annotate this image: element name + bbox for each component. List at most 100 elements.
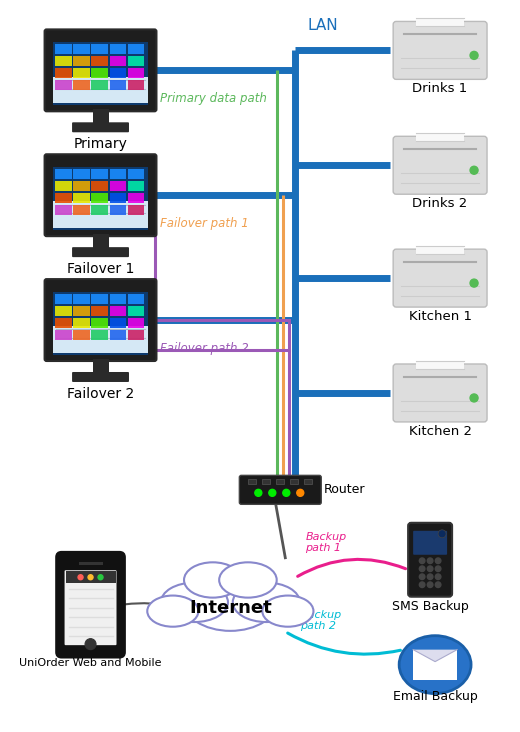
Circle shape: [427, 582, 433, 588]
Bar: [110, 68, 126, 78]
Bar: [304, 479, 313, 485]
Bar: [110, 305, 126, 315]
Circle shape: [269, 490, 276, 496]
Bar: [290, 479, 298, 485]
Bar: [73, 44, 90, 54]
Circle shape: [435, 574, 441, 580]
Bar: [73, 169, 90, 179]
Text: Primary: Primary: [74, 138, 127, 152]
Text: Backup
path 1: Backup path 1: [305, 531, 346, 553]
Bar: [128, 181, 145, 191]
Bar: [92, 44, 108, 54]
Text: Internet: Internet: [189, 599, 272, 616]
Bar: [73, 318, 90, 327]
Bar: [73, 181, 90, 191]
Bar: [110, 80, 126, 90]
Bar: [66, 571, 115, 583]
Bar: [128, 80, 145, 90]
Bar: [128, 169, 145, 179]
Text: Backup
path 2: Backup path 2: [300, 610, 342, 631]
Bar: [53, 167, 148, 230]
Bar: [92, 169, 108, 179]
Bar: [128, 318, 145, 327]
Bar: [276, 479, 284, 485]
Bar: [128, 305, 145, 315]
Circle shape: [438, 530, 446, 538]
FancyBboxPatch shape: [72, 247, 129, 257]
Ellipse shape: [183, 569, 278, 631]
Circle shape: [435, 582, 441, 588]
Circle shape: [427, 566, 433, 572]
FancyBboxPatch shape: [45, 279, 157, 361]
Bar: [262, 479, 270, 485]
Bar: [128, 205, 145, 214]
Bar: [55, 329, 72, 340]
Text: Email Backup: Email Backup: [393, 690, 477, 703]
Text: Failover path 2: Failover path 2: [161, 342, 249, 355]
Text: SMS Backup: SMS Backup: [392, 600, 469, 613]
Ellipse shape: [233, 583, 300, 622]
Bar: [53, 42, 148, 105]
Bar: [92, 56, 108, 66]
Text: Primary data path: Primary data path: [161, 92, 267, 105]
FancyBboxPatch shape: [393, 364, 487, 422]
Bar: [55, 294, 72, 304]
Bar: [55, 205, 72, 214]
Bar: [165, 589, 296, 623]
Bar: [128, 193, 145, 203]
Bar: [93, 234, 109, 248]
FancyBboxPatch shape: [393, 21, 487, 79]
Ellipse shape: [184, 562, 242, 597]
Bar: [110, 44, 126, 54]
FancyBboxPatch shape: [45, 29, 157, 111]
Text: Failover 1: Failover 1: [67, 262, 134, 276]
Bar: [110, 193, 126, 203]
Bar: [55, 56, 72, 66]
FancyBboxPatch shape: [64, 570, 116, 645]
Ellipse shape: [219, 562, 277, 597]
Bar: [416, 361, 464, 369]
Bar: [73, 68, 90, 78]
Circle shape: [419, 558, 425, 564]
Bar: [73, 56, 90, 66]
Bar: [92, 318, 108, 327]
FancyBboxPatch shape: [45, 154, 157, 236]
Bar: [92, 205, 108, 214]
Circle shape: [435, 566, 441, 572]
FancyBboxPatch shape: [413, 531, 447, 555]
Bar: [92, 80, 108, 90]
Circle shape: [255, 490, 262, 496]
Text: Router: Router: [324, 483, 366, 496]
FancyBboxPatch shape: [72, 122, 129, 132]
Circle shape: [419, 574, 425, 580]
Text: E-MAIL: E-MAIL: [418, 666, 452, 675]
Text: Kitchen 2: Kitchen 2: [409, 425, 472, 438]
Bar: [73, 193, 90, 203]
Circle shape: [78, 575, 83, 580]
Circle shape: [98, 575, 103, 580]
Bar: [110, 169, 126, 179]
Bar: [249, 479, 256, 485]
Bar: [128, 68, 145, 78]
Circle shape: [470, 51, 478, 59]
Ellipse shape: [147, 596, 199, 627]
Bar: [110, 205, 126, 214]
Bar: [53, 201, 148, 228]
Bar: [92, 181, 108, 191]
Bar: [55, 169, 72, 179]
Bar: [55, 68, 72, 78]
Bar: [110, 56, 126, 66]
FancyBboxPatch shape: [239, 475, 321, 504]
Circle shape: [427, 558, 433, 564]
Bar: [79, 562, 102, 565]
Circle shape: [470, 166, 478, 174]
Bar: [92, 294, 108, 304]
Bar: [92, 329, 108, 340]
Bar: [73, 205, 90, 214]
Text: Drinks 1: Drinks 1: [412, 83, 467, 95]
Ellipse shape: [161, 583, 228, 622]
Bar: [73, 305, 90, 315]
Bar: [93, 109, 109, 123]
FancyBboxPatch shape: [393, 136, 487, 194]
Ellipse shape: [262, 596, 314, 627]
